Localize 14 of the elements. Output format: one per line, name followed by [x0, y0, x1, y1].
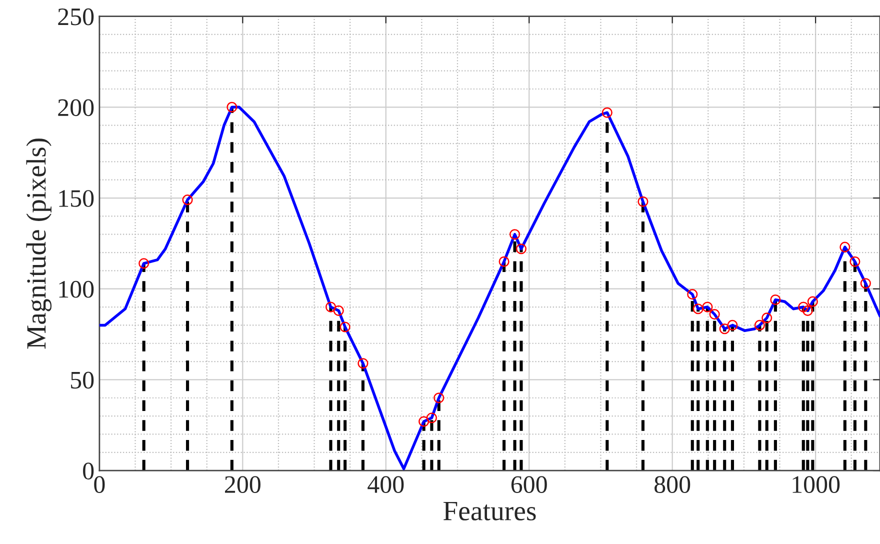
- x-axis-title: Features: [443, 502, 536, 520]
- y-tick-label: 250: [58, 8, 94, 26]
- x-tick-label: 800: [654, 476, 690, 494]
- x-tick-label: 0: [94, 476, 105, 494]
- y-tick-label: 0: [83, 462, 94, 480]
- y-tick-label: 50: [71, 372, 94, 389]
- y-axis-title: Magnitude (pixels): [26, 138, 52, 349]
- y-tick-label: 150: [59, 190, 94, 207]
- x-tick-label: 400: [368, 476, 404, 494]
- x-tick-label: 200: [225, 476, 260, 494]
- x-tick-label: 600: [511, 476, 547, 494]
- y-tick-label: 200: [58, 99, 94, 116]
- x-tick-label: 1000: [792, 476, 840, 494]
- y-tick-label: 100: [59, 280, 94, 298]
